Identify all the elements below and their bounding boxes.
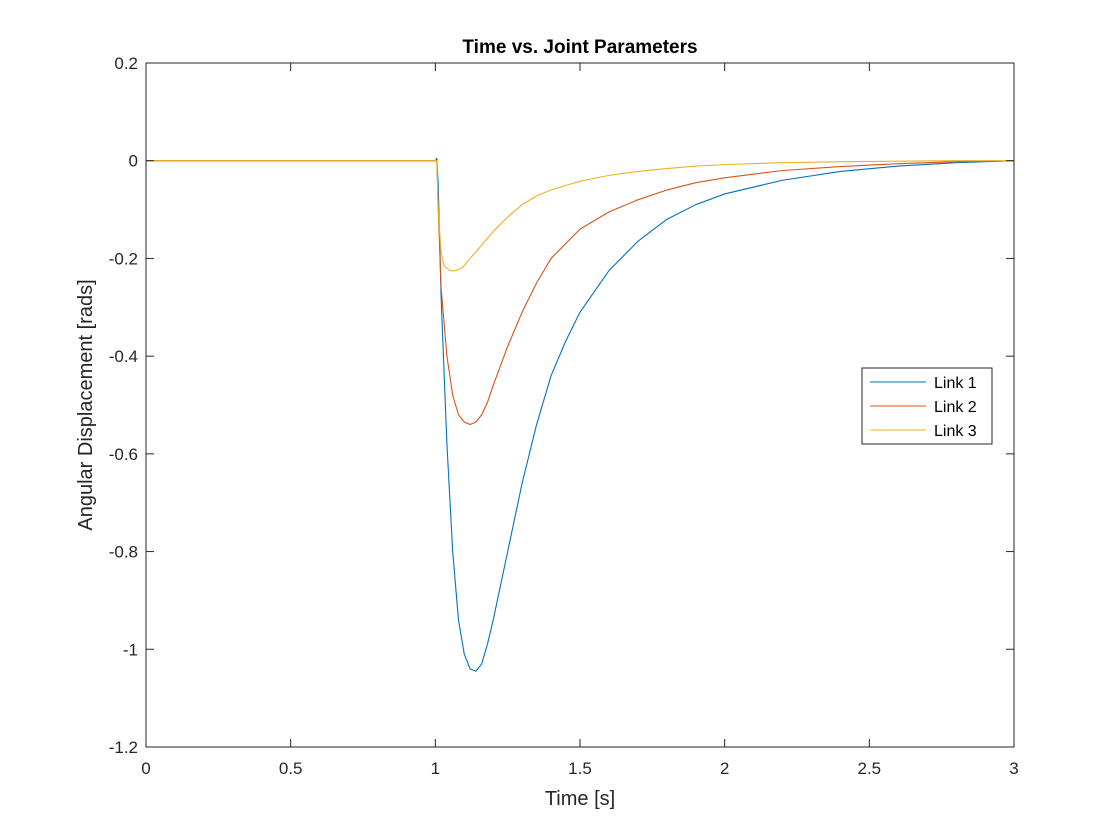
x-tick-label: 1 [431,759,440,778]
y-tick-label: -0.6 [109,445,138,464]
legend-label-2: Link 2 [934,399,977,416]
chart-title: Time vs. Joint Parameters [462,37,697,58]
y-tick-label: -1.2 [109,738,138,757]
y-tick-label: 0 [129,152,138,171]
series-line-1 [145,157,1015,672]
y-tick-label: -1 [123,640,138,659]
x-tick-label: 2 [720,759,729,778]
y-axis-title: Angular Displacement [rads] [75,279,97,530]
x-tick-label: 3 [1009,759,1018,778]
legend[interactable]: Link 1 Link 2 Link 3 [861,367,993,445]
y-tick-label: 0.2 [114,54,138,73]
ticks-layer: 0 0.5 1 1.5 2 2.5 3 -1.2 -1 -0.8 -0.6 -0.4 -0.2 0 0.2 [109,54,1019,778]
series-layer [145,157,1015,672]
x-tick-label: 2.5 [858,759,882,778]
y-tick-label: -0.2 [109,249,138,268]
y-tick-label: -0.4 [109,347,138,366]
series-line-3 [145,160,1015,272]
series-line-2 [145,160,1015,426]
x-tick-label: 0.5 [279,759,303,778]
legend-label-1: Link 1 [934,375,977,392]
x-axis-title: Time [s] [545,788,615,810]
x-tick-label: 1.5 [568,759,592,778]
y-tick-label: -0.8 [109,543,138,562]
x-tick-label: 0 [141,759,150,778]
legend-label-3: Link 3 [934,423,977,440]
